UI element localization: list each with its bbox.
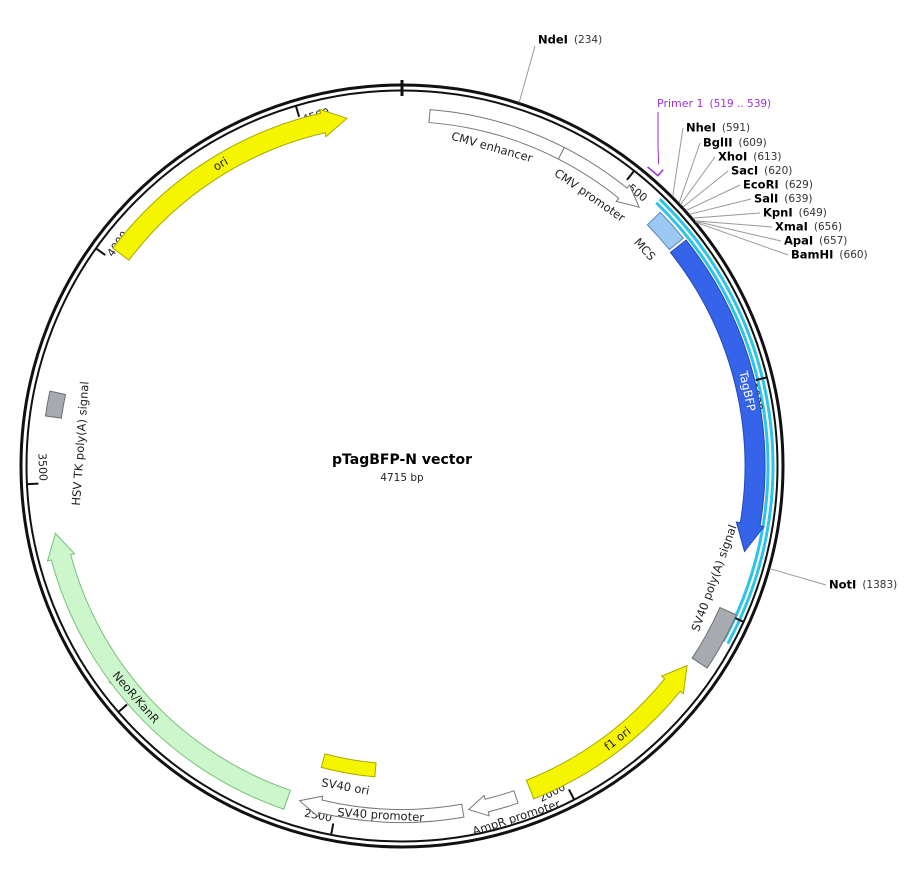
- site-leader: [689, 198, 752, 215]
- feature: [112, 108, 348, 261]
- tick-mark: [568, 789, 575, 800]
- site-leader: [672, 127, 684, 197]
- feature: [557, 146, 640, 208]
- site-name: XhoI: [718, 150, 747, 164]
- coverage-band: [658, 198, 775, 645]
- feature: [298, 795, 465, 823]
- site-position: (639): [784, 193, 812, 205]
- primer-range: (519 .. 539): [710, 98, 772, 110]
- site-name: SacI: [731, 164, 758, 178]
- site-leader: [678, 142, 701, 204]
- tick-mark: [95, 247, 106, 256]
- tick-mark: [27, 482, 39, 486]
- site-position: (649): [799, 207, 827, 219]
- map-title: pTagBFP-N vector: [332, 452, 472, 468]
- site-name: BamHI: [791, 248, 833, 262]
- feature-label: ori: [210, 154, 230, 174]
- feature-label: SV40 promoter: [337, 805, 425, 824]
- site-leader: [518, 45, 536, 103]
- feature: [467, 790, 519, 817]
- feature-label: HSV TK poly(A) signal: [69, 381, 92, 506]
- feature: [646, 211, 685, 251]
- site-name: NdeI: [538, 33, 568, 47]
- feature: [320, 753, 377, 778]
- primer-leader: [657, 112, 660, 165]
- site-position: (620): [764, 165, 792, 177]
- site-leader: [680, 156, 716, 205]
- tick-mark: [118, 703, 128, 713]
- site-leader: [682, 170, 729, 208]
- site-name: BglII: [703, 136, 733, 150]
- site-position: (609): [739, 137, 767, 149]
- site-leader: [695, 220, 782, 242]
- site-name: NheI: [686, 121, 716, 135]
- site-position: (657): [819, 235, 847, 247]
- site-name: KpnI: [763, 206, 793, 220]
- site-leader: [694, 220, 773, 228]
- site-name: EcoRI: [743, 178, 779, 192]
- feature: [525, 664, 688, 800]
- feature: [691, 606, 738, 669]
- primer-mark: [647, 166, 664, 177]
- site-name: ApaI: [784, 234, 813, 248]
- tick-label: 3500: [35, 453, 49, 482]
- site-position: (629): [785, 179, 813, 191]
- site-name: XmaI: [775, 220, 808, 234]
- site-leader: [692, 212, 761, 219]
- feature: [669, 239, 766, 553]
- site-position: (1383): [862, 579, 897, 591]
- site-position: (234): [574, 34, 602, 46]
- tick-mark: [626, 170, 635, 181]
- site-leader: [696, 221, 789, 256]
- map-length: 4715 bp: [380, 472, 424, 484]
- primer-name: Primer 1: [657, 97, 704, 110]
- tick-mark: [295, 106, 301, 118]
- tick-mark: [755, 376, 767, 382]
- site-position: (660): [839, 249, 867, 261]
- feature-label: MCS: [631, 235, 658, 263]
- site-name: SalI: [754, 192, 778, 206]
- feature-label: SV40 ori: [320, 775, 370, 797]
- feature: [46, 532, 291, 810]
- feature: [44, 390, 67, 419]
- site-name: NotI: [829, 578, 856, 592]
- coverage-band: [655, 201, 770, 642]
- site-position: (613): [753, 151, 781, 163]
- tick-mark: [330, 823, 335, 835]
- site-position: (656): [814, 221, 842, 233]
- site-leader: [769, 568, 827, 586]
- site-leader: [685, 184, 741, 211]
- site-position: (591): [722, 122, 750, 134]
